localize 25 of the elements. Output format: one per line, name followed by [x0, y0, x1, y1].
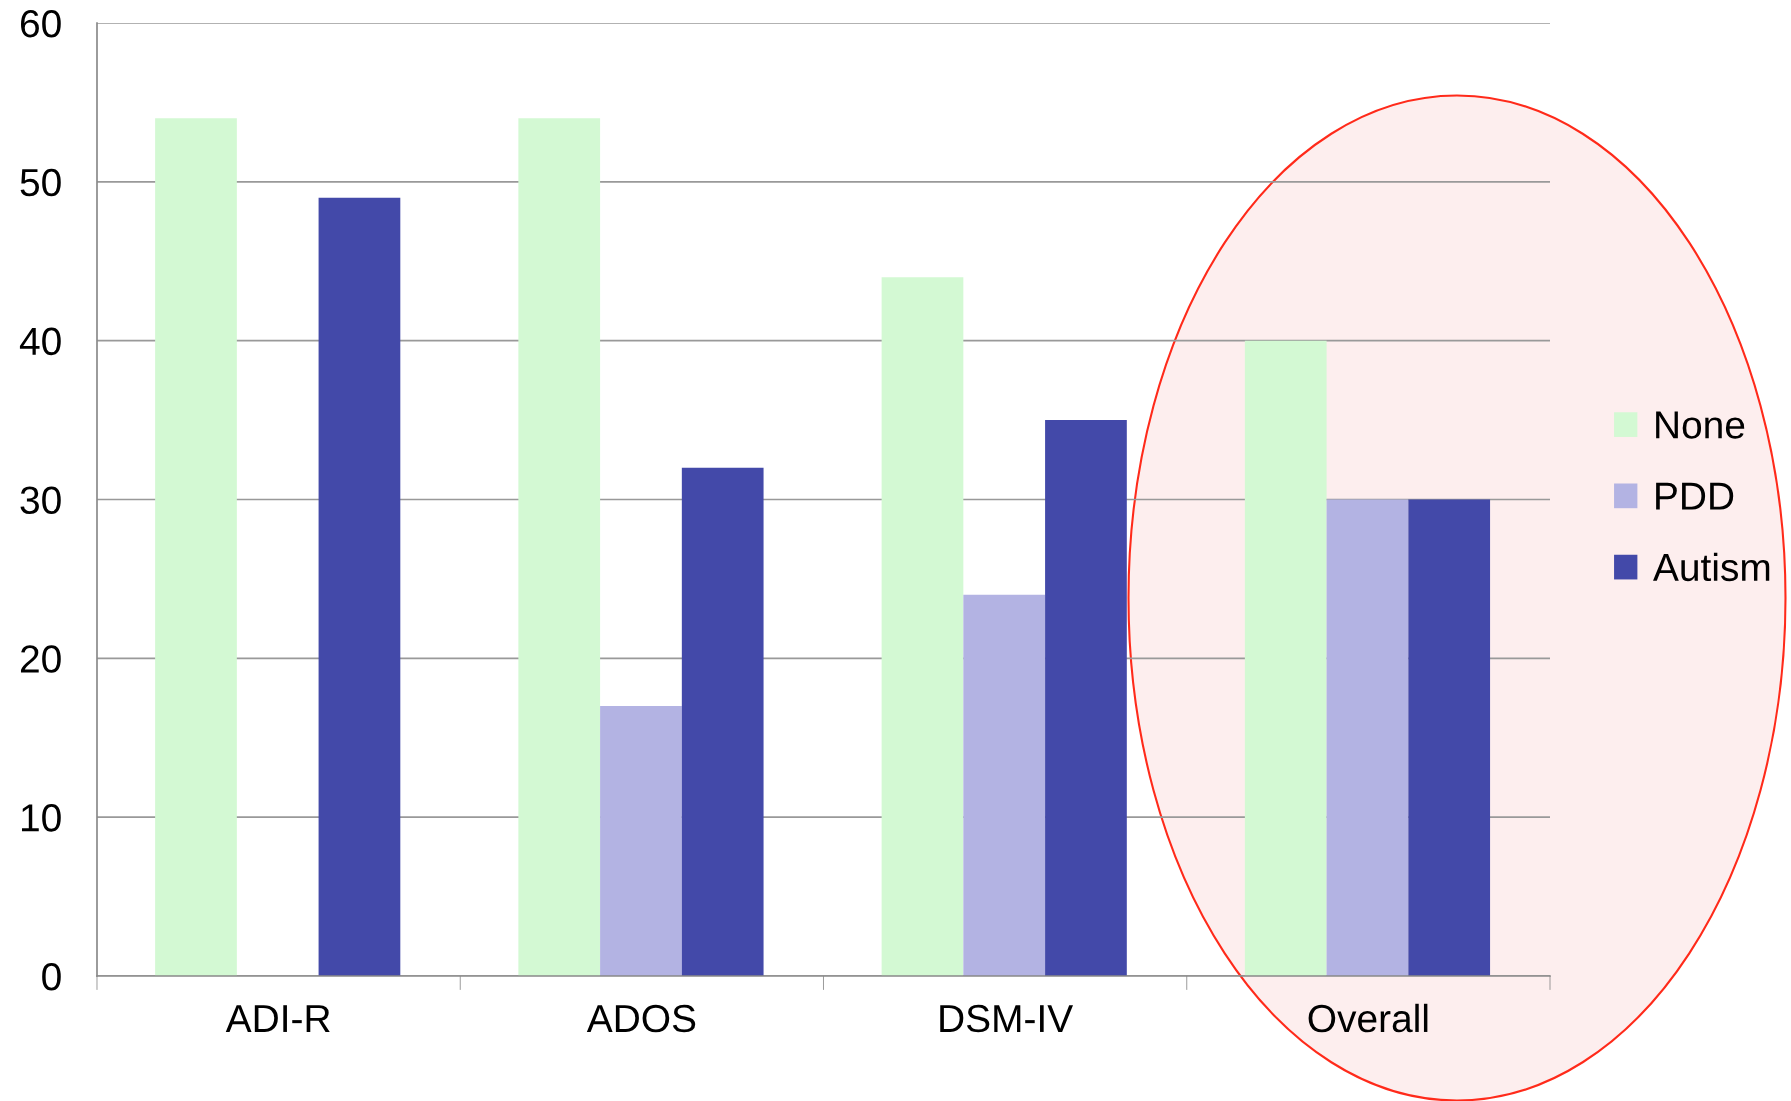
bar	[600, 705, 682, 976]
y-tick-label: 30	[20, 486, 61, 514]
y-tick-label: 20	[20, 645, 61, 673]
bar	[1326, 499, 1409, 976]
bar	[1244, 340, 1327, 976]
y-tick-label: 40	[19, 327, 61, 356]
bar	[881, 277, 964, 976]
bar	[1408, 499, 1491, 976]
x-tick-label: ADOS	[586, 1004, 696, 1033]
bar	[1045, 420, 1127, 976]
y-tick-label: 50	[20, 168, 61, 197]
x-tick-label: DSM-IV	[940, 1004, 1074, 1033]
bar	[318, 197, 401, 976]
legend-label: None	[1656, 411, 1745, 439]
legend-label: Autism	[1653, 552, 1770, 582]
bar	[155, 118, 237, 976]
bar	[963, 594, 1046, 976]
y-tick-label: 0	[42, 962, 61, 991]
legend-label: PDD	[1656, 482, 1734, 510]
y-tick-label: 10	[21, 804, 61, 832]
y-tick-label: 60	[21, 9, 61, 38]
bar	[518, 118, 601, 976]
x-tick-label: Overall	[1308, 1003, 1428, 1033]
bar	[681, 467, 764, 976]
x-tick-label: ADI-R	[225, 1005, 330, 1032]
